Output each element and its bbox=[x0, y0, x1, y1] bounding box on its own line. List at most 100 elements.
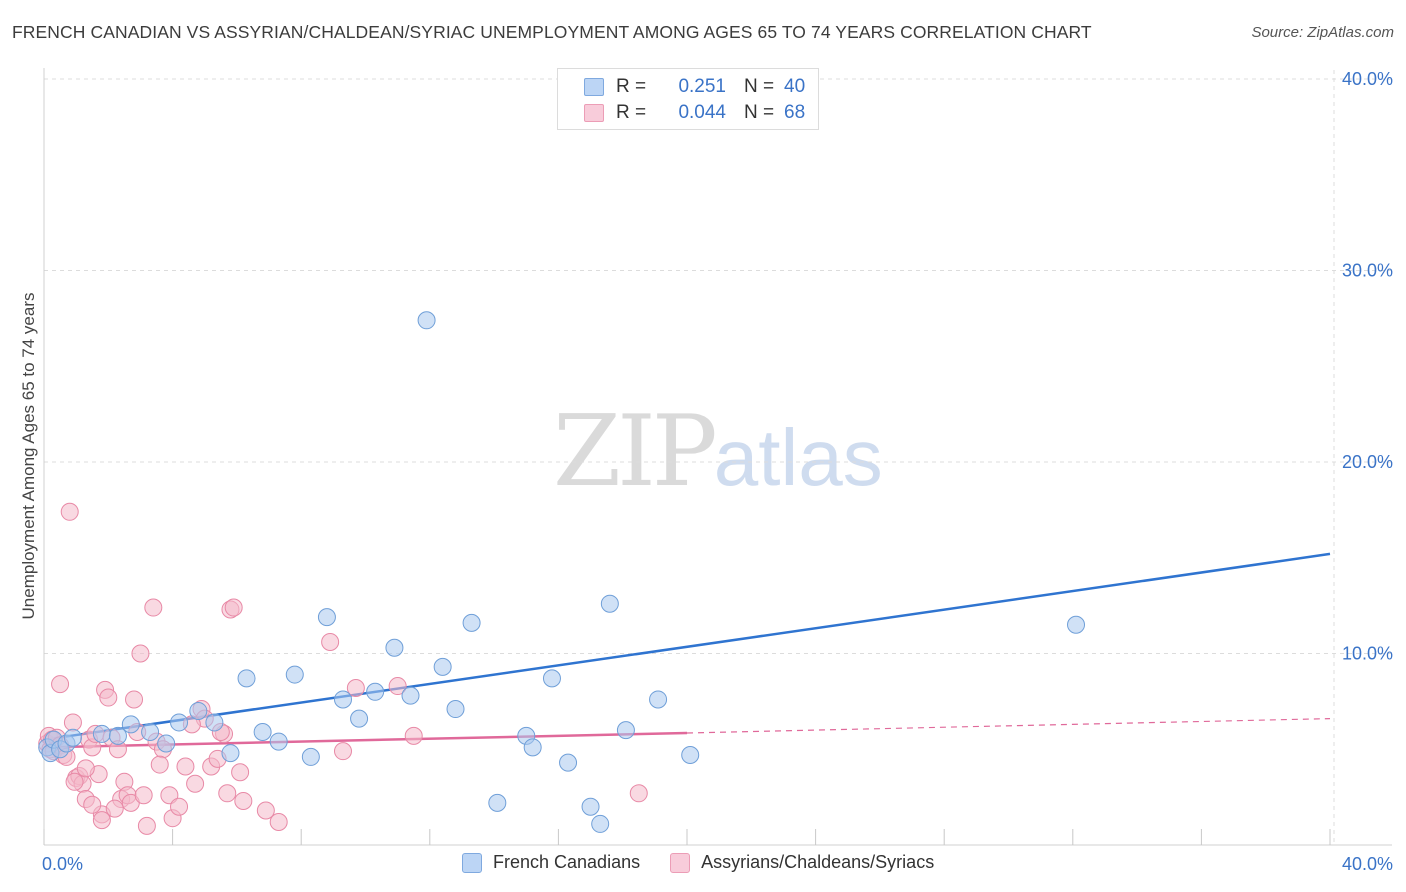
french-canadian-point bbox=[581, 797, 600, 816]
trend-line bbox=[43, 552, 1331, 741]
assyrian-point bbox=[134, 786, 153, 805]
assyrian-point bbox=[150, 755, 169, 774]
french-canadian-point bbox=[253, 723, 272, 742]
french-canadian-point bbox=[221, 744, 240, 763]
legend-label: French Canadians bbox=[493, 852, 641, 872]
french-canadian-point bbox=[542, 669, 561, 688]
trend-layer bbox=[43, 552, 1331, 749]
y-tick-label: 30.0% bbox=[1342, 261, 1393, 281]
trend-line-dashed bbox=[686, 718, 1331, 734]
legend-r-value: 0.251 bbox=[678, 76, 726, 97]
y-tick-label: 20.0% bbox=[1342, 452, 1393, 472]
assyrian-point bbox=[51, 675, 70, 694]
assyrian-point bbox=[269, 813, 288, 832]
assyrian-point bbox=[404, 726, 423, 745]
legend-r-label: R = bbox=[616, 102, 647, 123]
assyrian-point bbox=[99, 688, 118, 707]
french-canadian-point bbox=[681, 745, 700, 764]
legend-r-label: R = bbox=[616, 76, 647, 97]
french-canadian-point bbox=[237, 669, 256, 688]
y-tick-label: 40.0% bbox=[1342, 69, 1393, 89]
legend-item-french-canadians[interactable]: French Canadians bbox=[462, 852, 640, 873]
assyrian-point bbox=[105, 799, 124, 818]
series-legend: French Canadians Assyrians/Chaldeans/Syr… bbox=[462, 852, 964, 873]
french-canadian-point bbox=[205, 713, 224, 732]
watermark: ZIPatlas bbox=[553, 395, 883, 509]
french-canadian-point bbox=[301, 747, 320, 766]
assyrian-point bbox=[388, 677, 407, 696]
french-canadian-point bbox=[1067, 615, 1086, 634]
french-canadian-point bbox=[523, 738, 542, 757]
assyrian-point bbox=[65, 772, 84, 791]
assyrian-point bbox=[170, 797, 189, 816]
assyrian-point bbox=[131, 644, 150, 663]
legend-n-label: N = bbox=[744, 76, 775, 97]
assyrian-point bbox=[346, 678, 365, 697]
y-axis-label: Unemployment Among Ages 65 to 74 years bbox=[19, 292, 38, 620]
x-tick-label: 40.0% bbox=[1342, 854, 1393, 874]
assyrian-point bbox=[218, 784, 237, 803]
french-canadian-point bbox=[92, 724, 111, 743]
legend-row-french-canadians: R = 0.251 N = 40 bbox=[584, 74, 805, 100]
legend-item-assyrians[interactable]: Assyrians/Chaldeans/Syriacs bbox=[670, 852, 934, 873]
x-tick-label: 0.0% bbox=[42, 854, 83, 874]
assyrian-point bbox=[176, 757, 195, 776]
french-canadian-point bbox=[433, 657, 452, 676]
legend-r-value: 0.044 bbox=[678, 102, 726, 123]
assyrian-point bbox=[76, 759, 95, 778]
assyrian-point bbox=[629, 784, 648, 803]
correlation-legend: R = 0.251 N = 40 R = 0.044 N = 68 bbox=[557, 68, 819, 130]
point-layer bbox=[38, 311, 1086, 835]
grid-layer bbox=[44, 70, 1392, 845]
french-canadian-point bbox=[108, 726, 127, 745]
french-canadian-point bbox=[121, 715, 140, 734]
source-label: Source: ZipAtlas.com bbox=[1251, 24, 1394, 41]
french-canadian-point bbox=[170, 713, 189, 732]
french-canadian-point bbox=[141, 723, 160, 742]
watermark-atlas: atlas bbox=[713, 413, 883, 502]
assyrian-point bbox=[83, 795, 102, 814]
assyrian-point bbox=[186, 774, 205, 793]
french-canadian-point bbox=[559, 753, 578, 772]
french-canadian-point bbox=[616, 721, 635, 740]
french-canadian-point bbox=[317, 608, 336, 627]
assyrian-point bbox=[125, 690, 144, 709]
french-canadian-point bbox=[366, 682, 385, 701]
french-canadian-point bbox=[157, 734, 176, 753]
legend-n-value: 68 bbox=[784, 102, 806, 123]
french-canadian-point bbox=[600, 594, 619, 613]
french-canadian-point bbox=[333, 690, 352, 709]
assyrian-point bbox=[144, 598, 163, 617]
assyrian-point bbox=[224, 598, 243, 617]
y-tick-label: 10.0% bbox=[1342, 644, 1393, 664]
assyrian-point bbox=[234, 791, 253, 810]
french-canadian-point bbox=[63, 728, 82, 747]
legend-n-label: N = bbox=[744, 102, 775, 123]
chart-title: FRENCH CANADIAN VS ASSYRIAN/CHALDEAN/SYR… bbox=[12, 22, 1092, 42]
assyrian-point bbox=[160, 786, 179, 805]
french-canadian-point bbox=[385, 638, 404, 657]
french-canadian-point bbox=[488, 793, 507, 812]
legend-swatch-pink bbox=[670, 852, 691, 873]
legend-swatch-pink bbox=[584, 104, 604, 122]
french-canadian-point bbox=[446, 700, 465, 719]
french-canadian-point bbox=[269, 732, 288, 751]
tick-label-layer: 10.0% 20.0% 30.0% 40.0% 0.0% 40.0% bbox=[42, 69, 1393, 874]
axis-layer bbox=[43, 68, 1392, 846]
french-canadian-point bbox=[285, 665, 304, 684]
assyrian-point bbox=[256, 801, 275, 820]
assyrian-point bbox=[92, 811, 111, 830]
legend-label: Assyrians/Chaldeans/Syriacs bbox=[701, 852, 935, 872]
assyrian-point bbox=[321, 633, 340, 652]
legend-n-value: 40 bbox=[784, 76, 806, 97]
french-canadian-point bbox=[350, 709, 369, 728]
french-canadian-point bbox=[417, 311, 436, 330]
assyrian-point bbox=[333, 742, 352, 761]
french-canadian-point bbox=[189, 701, 208, 720]
legend-swatch-blue bbox=[462, 852, 482, 873]
french-canadian-point bbox=[649, 690, 668, 709]
assyrian-point bbox=[63, 713, 82, 732]
french-canadian-point bbox=[591, 814, 610, 833]
french-canadian-point bbox=[462, 613, 481, 632]
